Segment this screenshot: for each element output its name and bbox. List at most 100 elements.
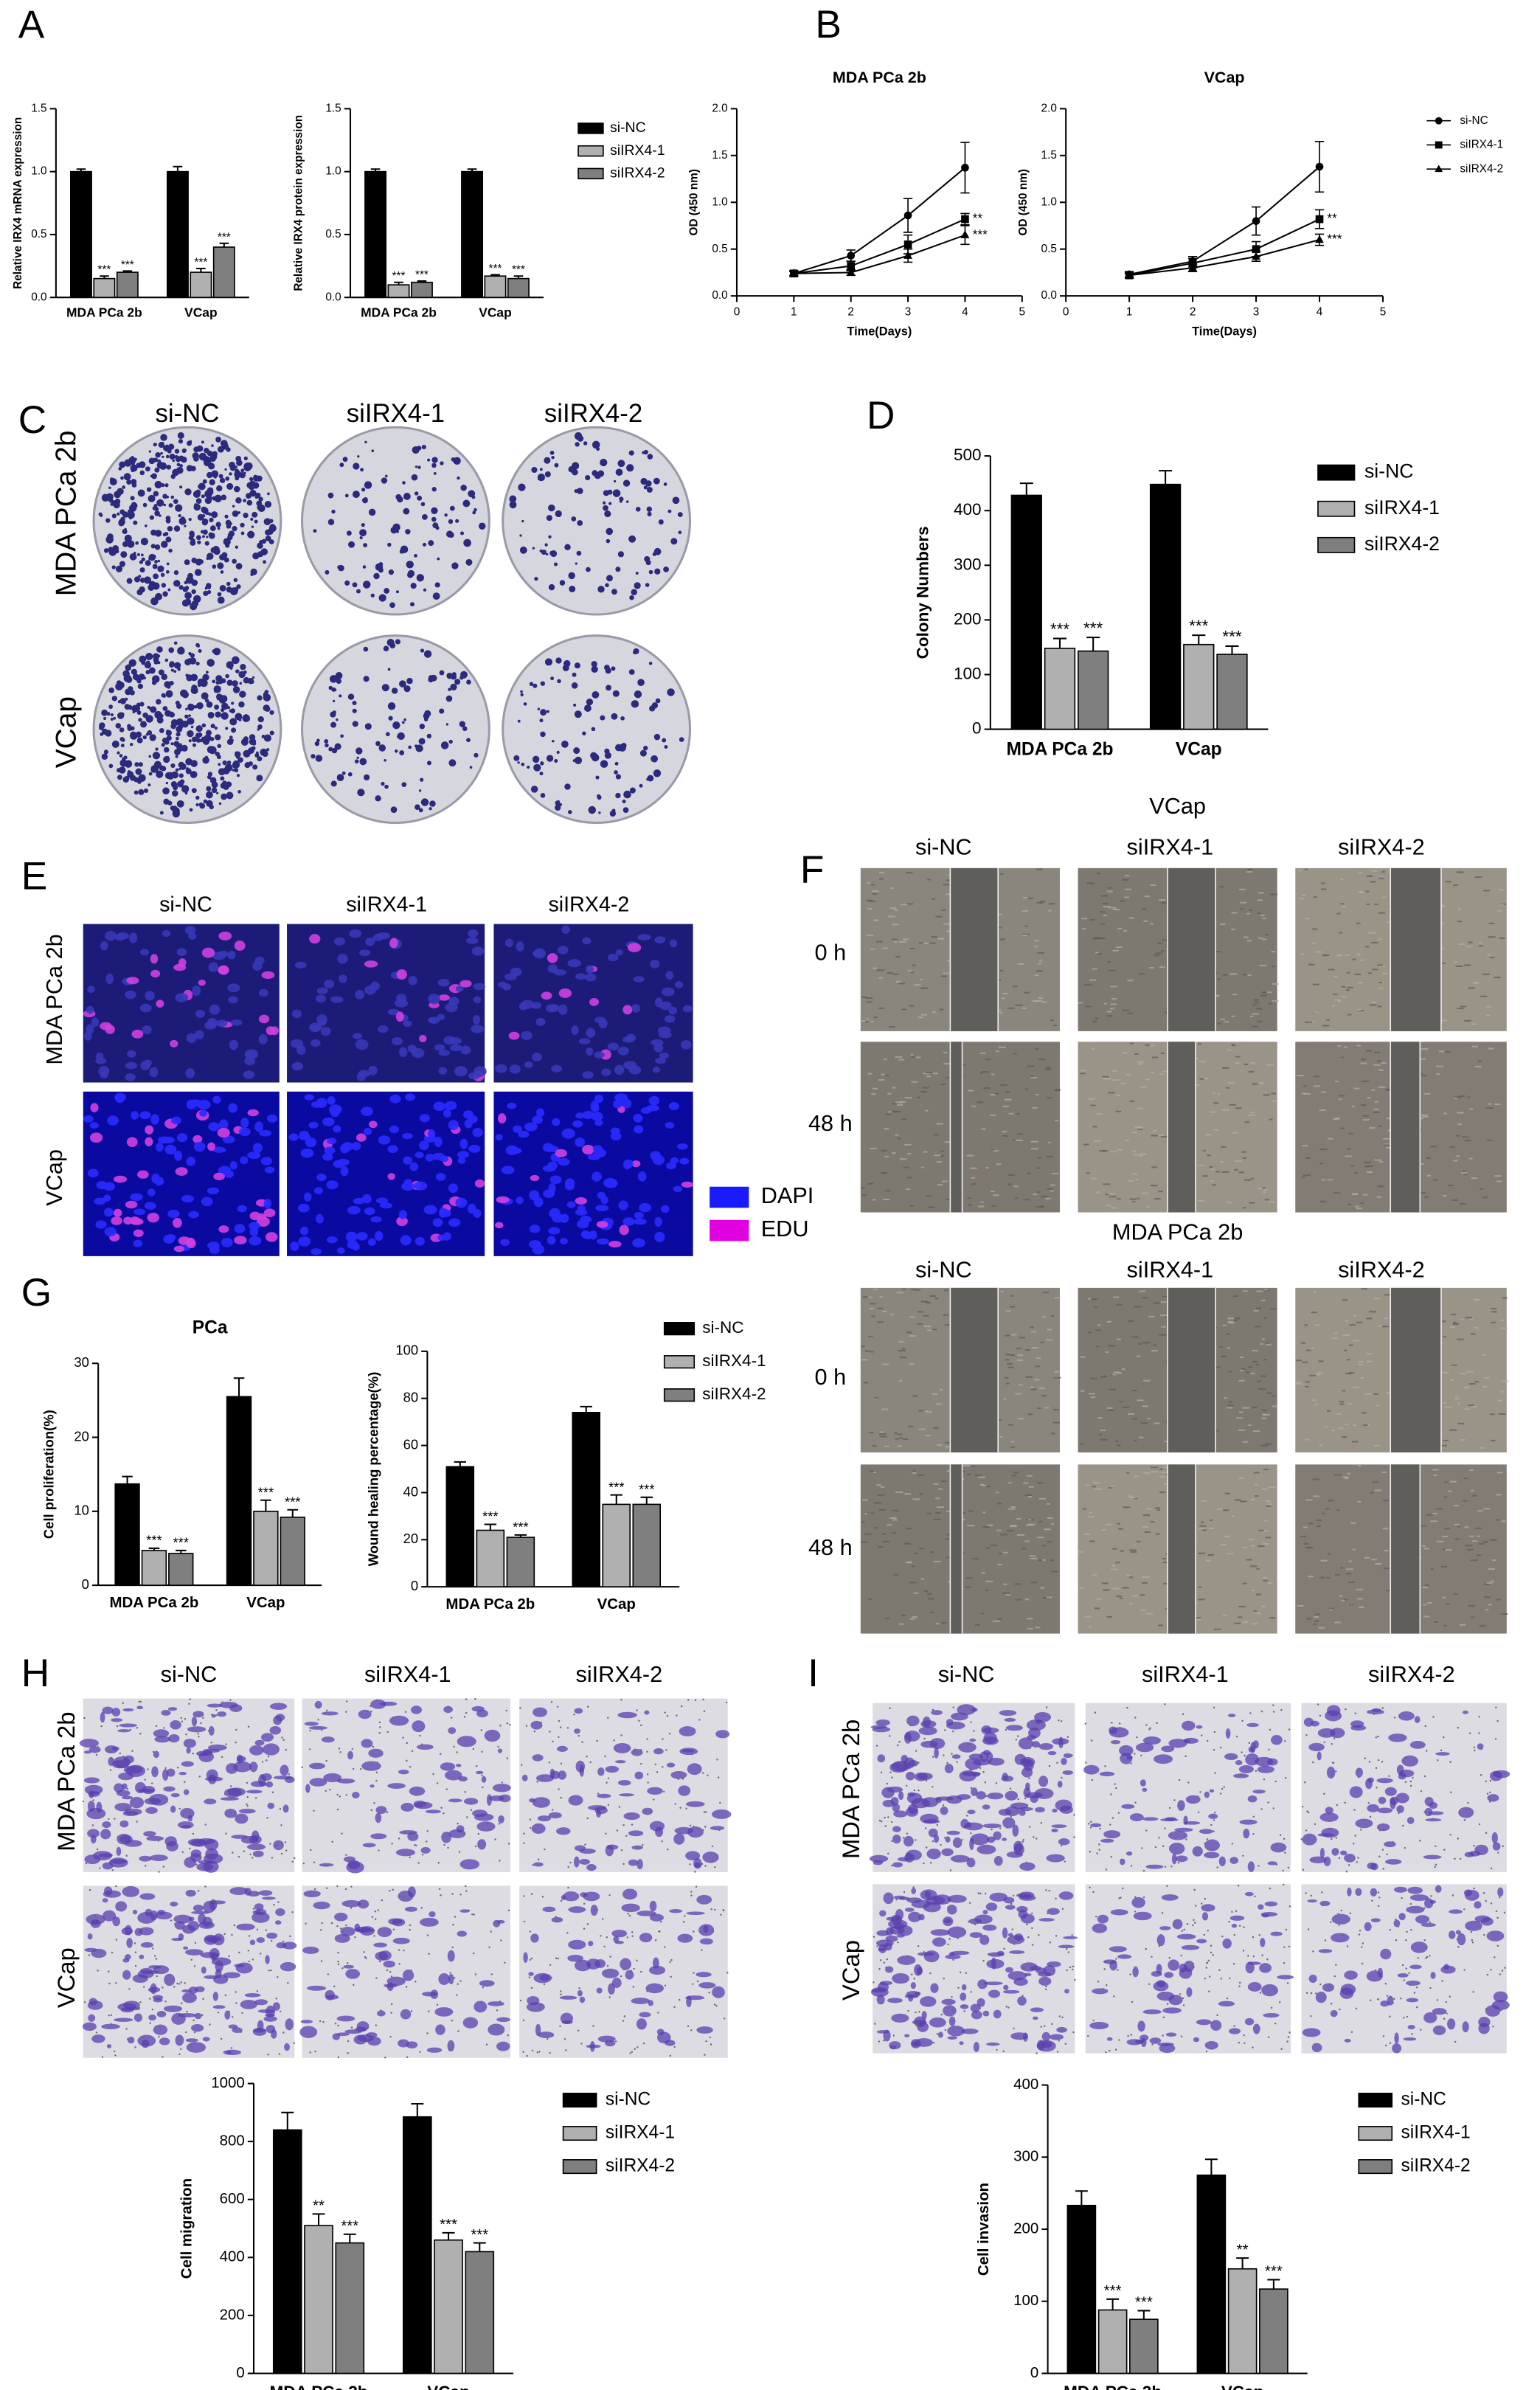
colony: [363, 646, 369, 652]
texture: [974, 1474, 982, 1476]
texture: [1041, 1316, 1046, 1318]
texture: [916, 1323, 923, 1325]
cell-cluster: [588, 1805, 607, 1811]
texture: [1265, 1443, 1272, 1445]
texture: [1240, 1369, 1244, 1371]
cell-cluster: [361, 1739, 373, 1748]
cell-cluster: [308, 1725, 328, 1730]
column-label: siIRX4-2: [544, 400, 642, 428]
texture: [1271, 1092, 1277, 1095]
pore: [640, 1724, 642, 1727]
colony: [188, 739, 192, 743]
nucleus: [329, 1104, 342, 1115]
y-tick-label: 20: [403, 1531, 418, 1546]
colony: [352, 708, 357, 713]
colony: [555, 510, 562, 518]
pore: [351, 1748, 354, 1750]
texture: [1306, 1349, 1311, 1351]
cell-cluster: [489, 1795, 504, 1801]
colony: [195, 732, 201, 738]
nucleus: [387, 1008, 400, 1016]
colony: [520, 693, 524, 696]
nucleus: [229, 1161, 237, 1170]
texture: [996, 1529, 1002, 1531]
texture: [873, 1289, 878, 1291]
colony: [361, 488, 366, 492]
colony: [327, 492, 334, 499]
error-bar: [148, 1547, 160, 1551]
cell-cluster: [212, 1992, 219, 2001]
colony: [397, 496, 403, 503]
texture: [1361, 1059, 1366, 1061]
texture: [1198, 1164, 1204, 1166]
cell-cluster: [412, 1720, 426, 1733]
cell-cluster: [531, 1823, 546, 1835]
texture: [1341, 986, 1346, 988]
texture: [938, 1488, 943, 1490]
pore: [327, 1713, 330, 1716]
texture: [1111, 998, 1117, 1000]
texture: [872, 890, 879, 892]
nucleus: [201, 947, 215, 958]
cell-cluster: [102, 1862, 114, 1870]
texture: [878, 1079, 885, 1081]
texture: [920, 1166, 925, 1168]
texture: [1054, 1371, 1060, 1373]
texture: [1226, 1202, 1232, 1204]
colony: [162, 706, 168, 711]
pore: [465, 1698, 468, 1700]
texture: [1331, 1337, 1338, 1340]
nucleus: [297, 1203, 310, 1213]
colony: [472, 510, 476, 515]
colony: [328, 747, 333, 752]
colony: [269, 730, 274, 735]
colony: [154, 510, 160, 516]
pore: [188, 1847, 191, 1850]
y-tick-label: 100: [395, 1343, 418, 1358]
texture: [1038, 1559, 1042, 1562]
nucleus: [387, 1173, 395, 1180]
nucleus: [218, 1165, 232, 1175]
cell-cluster: [207, 1703, 223, 1708]
texture: [1222, 1324, 1227, 1326]
colony: [175, 755, 178, 758]
texture: [1198, 1586, 1202, 1588]
texture: [870, 1351, 874, 1353]
cell-cluster: [623, 1812, 640, 1821]
pore: [267, 1755, 270, 1758]
texture: [1366, 903, 1370, 905]
nucleus: [679, 1157, 690, 1165]
cell-cluster: [178, 1771, 187, 1776]
series-line: [1129, 239, 1320, 277]
colony: [603, 490, 609, 496]
texture: [999, 1011, 1003, 1014]
y-tick-label: 0: [411, 1578, 418, 1593]
colony: [588, 806, 597, 814]
texture: [1343, 1598, 1348, 1601]
texture: [899, 1379, 903, 1382]
texture: [887, 915, 896, 918]
colony: [457, 476, 460, 480]
nucleus: [582, 1231, 594, 1240]
texture: [1089, 979, 1097, 981]
pore: [558, 1788, 560, 1790]
colony: [347, 772, 353, 777]
texture: [1005, 1359, 1010, 1361]
nucleus: [171, 1116, 181, 1125]
colony: [431, 487, 437, 492]
error-bar: [442, 2231, 455, 2240]
colony: [225, 543, 230, 548]
texture: [1373, 1064, 1381, 1066]
column-label: siIRX4-1: [1127, 834, 1214, 859]
cell-cluster: [102, 1821, 111, 1829]
texture: [940, 975, 948, 977]
texture: [1015, 1004, 1023, 1006]
texture: [1242, 1207, 1246, 1209]
nucleus: [252, 1143, 263, 1153]
colony: [362, 565, 367, 569]
pore: [301, 1766, 303, 1769]
texture: [1341, 996, 1347, 998]
pore: [375, 1771, 378, 1774]
pore: [475, 1764, 478, 1767]
pore: [552, 1740, 554, 1743]
